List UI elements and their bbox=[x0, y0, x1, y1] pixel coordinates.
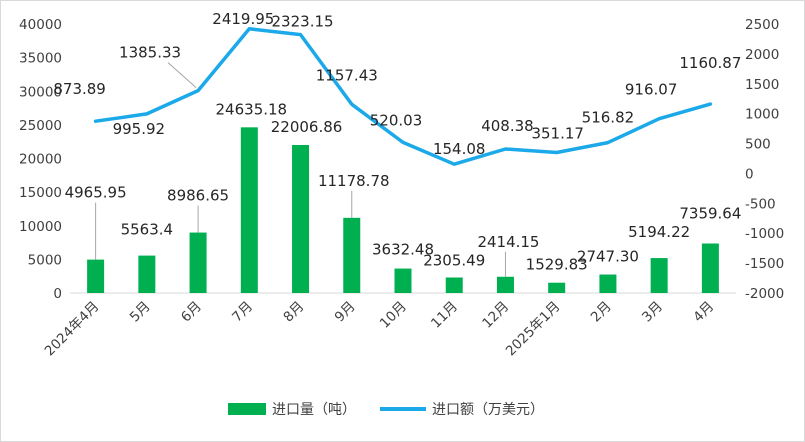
left-axis-tick-label: 0 bbox=[53, 286, 62, 302]
left-y-axis: 0 5000 10000 15000 20000 25000 30000 35000 40000 bbox=[19, 17, 62, 302]
bar-data-label: 2747.30 bbox=[577, 248, 639, 266]
line-data-label: 916.07 bbox=[625, 81, 678, 99]
right-axis-tick-label: 0 bbox=[745, 166, 754, 182]
line-data-label: 1385.33 bbox=[119, 44, 181, 62]
right-axis-tick-label: 1500 bbox=[745, 77, 779, 93]
bar-data-label: 5563.4 bbox=[121, 221, 174, 239]
line-data-label: 873.89 bbox=[53, 80, 106, 98]
bar-data-label: 7359.64 bbox=[679, 205, 741, 223]
bar-series bbox=[87, 127, 719, 293]
bar-data-label: 4965.95 bbox=[65, 184, 127, 202]
left-axis-tick-label: 25000 bbox=[19, 118, 62, 134]
right-axis-tick-label: -2000 bbox=[745, 286, 784, 302]
right-axis-tick-label: -1000 bbox=[745, 226, 784, 242]
left-axis-tick-label: 35000 bbox=[19, 51, 62, 67]
line-data-label: 2323.15 bbox=[272, 13, 334, 31]
right-axis-tick-label: 2000 bbox=[745, 47, 779, 63]
left-axis-tick-label: 10000 bbox=[19, 219, 62, 235]
bar bbox=[496, 276, 514, 293]
left-axis-tick-label: 20000 bbox=[19, 152, 62, 168]
bar-data-label: 24635.18 bbox=[216, 100, 288, 118]
line-data-label: 995.92 bbox=[113, 120, 166, 138]
bar bbox=[599, 274, 617, 293]
bar bbox=[189, 232, 207, 293]
legend: 进口量（吨） 进口额（万美元） bbox=[228, 402, 544, 418]
left-axis-tick-label: 30000 bbox=[19, 84, 62, 100]
line-data-label: 154.08 bbox=[433, 140, 486, 158]
right-axis-tick-label: 2500 bbox=[745, 17, 779, 33]
line-data-label: 1160.87 bbox=[679, 54, 741, 72]
legend-bar-label: 进口量（吨） bbox=[272, 402, 356, 418]
legend-line-label: 进口额（万美元） bbox=[432, 402, 544, 418]
right-axis-tick-label: -1500 bbox=[745, 256, 784, 272]
left-axis-tick-label: 15000 bbox=[19, 185, 62, 201]
right-axis-tick-label: 500 bbox=[745, 137, 771, 153]
bar-data-label: 8986.65 bbox=[167, 187, 229, 205]
line-data-label: 408.38 bbox=[481, 117, 534, 135]
line-data-label: 516.82 bbox=[582, 109, 635, 127]
line-data-label: 2419.95 bbox=[212, 10, 274, 28]
bar bbox=[701, 243, 719, 293]
leader-line bbox=[167, 62, 197, 89]
leader-lines bbox=[95, 62, 506, 277]
right-y-axis: -2000 -1500 -1000 -500 0 500 1000 1500 2000 2500 bbox=[745, 17, 784, 302]
bar bbox=[87, 259, 105, 293]
bar bbox=[138, 255, 156, 293]
right-axis-tick-label: 1000 bbox=[745, 107, 779, 123]
legend-bar-swatch bbox=[228, 403, 266, 415]
left-axis-tick-label: 5000 bbox=[28, 252, 62, 268]
line-series bbox=[93, 27, 713, 166]
bar-data-label: 3632.48 bbox=[372, 241, 434, 259]
bar bbox=[292, 145, 310, 293]
bar bbox=[445, 277, 463, 293]
left-axis-tick-label: 40000 bbox=[19, 17, 62, 33]
bar bbox=[548, 282, 566, 293]
bar bbox=[240, 127, 258, 293]
bar-data-label: 1529.83 bbox=[526, 256, 588, 274]
bar-data-label: 22006.86 bbox=[271, 118, 343, 136]
line-data-label: 520.03 bbox=[370, 111, 423, 129]
bar-data-label: 11178.78 bbox=[318, 172, 390, 190]
bar bbox=[394, 268, 412, 293]
bar-data-label: 2305.49 bbox=[423, 251, 485, 269]
right-axis-tick-label: -500 bbox=[745, 196, 776, 212]
bar-data-label: 2414.15 bbox=[477, 233, 539, 251]
bar bbox=[343, 217, 361, 293]
bar bbox=[650, 258, 668, 293]
bar-data-label: 5194.22 bbox=[628, 223, 690, 241]
line-data-label: 1157.43 bbox=[316, 66, 378, 84]
line-data-label: 351.17 bbox=[531, 124, 584, 142]
